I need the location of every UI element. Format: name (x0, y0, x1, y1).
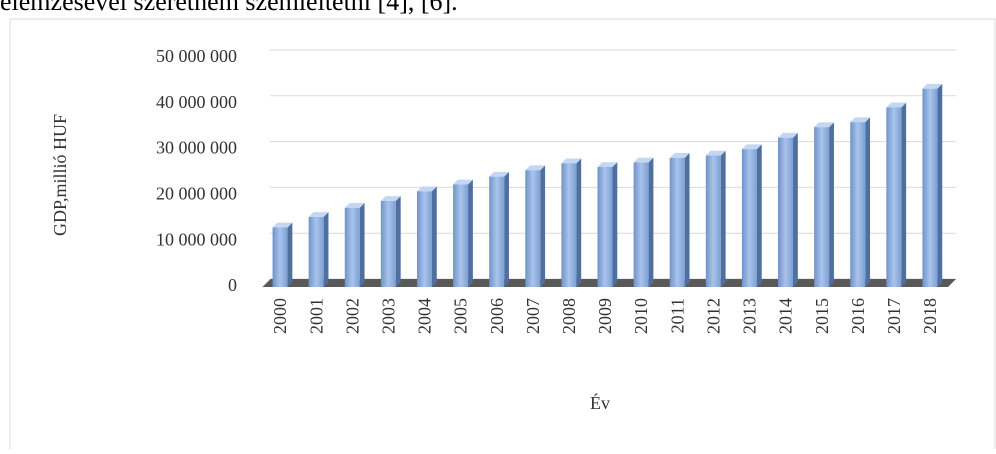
bar (705, 155, 721, 287)
y-tick-label: 30 000 000 (156, 138, 237, 158)
bar-top (272, 222, 293, 228)
y-axis-label: GDP,millió HUF (50, 114, 70, 236)
bar (850, 122, 866, 288)
bar-top (380, 196, 401, 201)
bar-top (741, 144, 762, 150)
x-tick-label: 2015 (812, 298, 832, 334)
x-tick-label: 2008 (559, 298, 579, 334)
bar-side (395, 196, 401, 287)
bar (380, 200, 396, 287)
bar-top (308, 212, 329, 217)
bar-top (597, 162, 618, 168)
bar-side (612, 162, 618, 287)
bar (525, 170, 541, 287)
bar (922, 88, 938, 287)
chart-frame (9, 18, 996, 454)
x-tick-label: 2000 (270, 298, 290, 334)
x-tick-label: 2003 (378, 298, 398, 334)
bar-side (684, 153, 690, 287)
bar-side (540, 165, 546, 287)
bar (561, 163, 577, 287)
y-tick-label: 0 (228, 275, 237, 295)
bar-top (778, 132, 798, 138)
x-tick-label: 2001 (306, 298, 326, 334)
bar-side (937, 83, 943, 287)
bar-side (359, 202, 365, 287)
bar-top (886, 102, 907, 108)
x-tick-label: 2005 (451, 298, 471, 334)
bar-side (720, 150, 726, 287)
bar (272, 227, 288, 287)
x-axis-label: Év (590, 392, 610, 413)
bar (669, 157, 685, 287)
x-tick-label: 2013 (740, 298, 760, 334)
x-tick-label: 2004 (415, 298, 435, 334)
bar-side (829, 122, 834, 287)
bar-side (793, 132, 798, 287)
bar (778, 137, 794, 287)
bar-side (648, 157, 654, 287)
bar-top (344, 202, 365, 208)
x-tick-label: 2014 (776, 298, 796, 334)
x-tick-label: 2007 (523, 298, 543, 334)
x-tick-label: 2012 (703, 298, 723, 334)
bar (308, 216, 324, 287)
bar-top (814, 122, 834, 128)
y-tick-label: 10 000 000 (156, 229, 237, 249)
header-text: elemzésével szeretném szemléltetni [4], … (0, 0, 458, 16)
bar-top (525, 165, 546, 171)
bar-top (489, 171, 509, 177)
bar-side (468, 179, 473, 287)
x-tick-label: 2009 (595, 298, 615, 334)
bar (814, 127, 830, 288)
y-tick-label: 20 000 000 (156, 184, 237, 204)
x-tick-label: 2002 (342, 298, 362, 334)
bar (633, 162, 649, 287)
bar (453, 184, 469, 287)
bar (597, 167, 613, 287)
y-tick-label: 50 000 000 (156, 46, 237, 66)
bar-top (705, 150, 726, 156)
x-tick-label: 2018 (920, 298, 940, 334)
x-tick-label: 2006 (487, 298, 507, 334)
bar-side (431, 186, 437, 287)
x-tick-label: 2011 (667, 298, 687, 333)
bar-top (416, 186, 437, 192)
bar-side (865, 117, 871, 287)
bar-top (922, 83, 943, 89)
bar-side (504, 171, 509, 287)
bar-top (669, 153, 690, 158)
bar-side (287, 222, 293, 287)
bar-side (901, 102, 907, 287)
bar-side (756, 144, 762, 287)
x-tick-label: 2016 (848, 298, 868, 334)
bar (344, 207, 360, 287)
bar (416, 191, 432, 287)
bar-top (850, 117, 871, 123)
x-tick-label: 2010 (631, 298, 651, 334)
bar-top (453, 179, 473, 185)
y-tick-label: 40 000 000 (156, 92, 237, 112)
x-tick-label: 2017 (884, 298, 904, 334)
bar-side (576, 158, 582, 287)
bar (741, 149, 757, 287)
bar-side (323, 212, 329, 287)
bar (886, 107, 902, 288)
bar-top (561, 158, 582, 164)
bar (489, 176, 505, 287)
wall-edge (261, 278, 271, 288)
bar-top (633, 157, 654, 163)
